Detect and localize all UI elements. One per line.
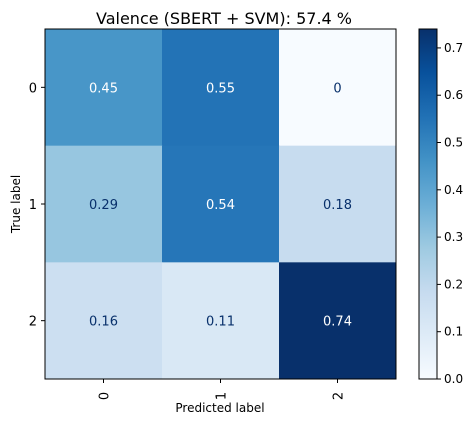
- heatmap-cell-2-2: [279, 262, 397, 380]
- heatmap-cell-2-1: [162, 262, 280, 380]
- y-tick-label-1: 1: [29, 198, 37, 213]
- chart-title: Valence (SBERT + SVM): 57.4 %: [96, 9, 352, 28]
- colorbar-ticks: 0.0 0.1 0.2 0.3 0.4 0.5 0.6 0.7: [437, 41, 463, 386]
- heatmap-cell-1-1: [162, 145, 280, 263]
- colorbar: [418, 28, 438, 380]
- cell-value-label-2-1: 0.11: [206, 315, 235, 330]
- colorbar-tick-label-2: 0.2: [444, 277, 463, 291]
- colorbar-tick-label-0: 0.0: [444, 372, 463, 386]
- cell-value-label-2-2: 0.74: [323, 315, 352, 330]
- cell-value-label-2-0: 0.16: [89, 315, 118, 330]
- colorbar-tick-label-3: 0.3: [444, 230, 463, 244]
- colorbar-tick-label-7: 0.7: [444, 41, 463, 55]
- colorbar-tick-label-6: 0.6: [444, 88, 463, 102]
- colorbar-tick-label-5: 0.5: [444, 136, 463, 150]
- heatmap-cell-0-2: [279, 29, 397, 147]
- y-tick-label-2: 2: [29, 315, 37, 330]
- heatmap-cells: [45, 29, 397, 380]
- y-tick-label-0: 0: [29, 81, 37, 96]
- y-axis-ticks: 0 1 2: [29, 81, 45, 330]
- heatmap-cell-2-0: [45, 262, 163, 380]
- cell-value-label-0-2: 0: [333, 81, 341, 96]
- x-tick-label-2: 2: [332, 392, 347, 400]
- x-tick-label-1: 1: [215, 392, 230, 400]
- cell-value-label-1-1: 0.54: [206, 198, 235, 213]
- heatmap-cell-labels: 0.45 0.55 0 0.29 0.54 0.18 0.16 0.11 0.74: [89, 81, 352, 329]
- y-axis-label: True label: [9, 175, 23, 234]
- cell-value-label-0-1: 0.55: [206, 81, 235, 96]
- heatmap-cell-0-0: [45, 29, 163, 147]
- heatmap-cell-1-0: [45, 145, 163, 263]
- cell-value-label-1-0: 0.29: [89, 198, 118, 213]
- heatmap-cell-1-2: [279, 145, 397, 263]
- heatmap-cell-0-1: [162, 29, 280, 147]
- colorbar-tick-label-4: 0.4: [444, 183, 463, 197]
- colorbar-tick-label-1: 0.1: [444, 325, 463, 339]
- cell-value-label-1-2: 0.18: [323, 198, 352, 213]
- x-axis-ticks: 0 1 2: [98, 379, 347, 400]
- x-tick-label-0: 0: [98, 392, 113, 400]
- x-axis-label: Predicted label: [175, 401, 264, 415]
- cell-value-label-0-0: 0.45: [89, 81, 118, 96]
